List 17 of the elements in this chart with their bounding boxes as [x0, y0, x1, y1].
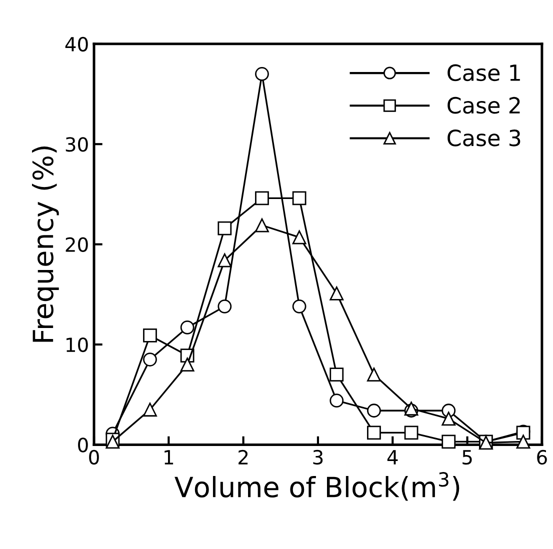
y-tick-label: 20: [66, 237, 88, 252]
y-tick-label: 0: [78, 438, 88, 452]
x-tick-label: 2: [238, 450, 248, 464]
y-tick-label: 10: [66, 337, 88, 352]
y-tick-label: 40: [65, 36, 88, 52]
x-tick-label: 6: [537, 450, 547, 465]
legend-label: Case 1: [448, 64, 520, 82]
legend-label: Case 3: [448, 130, 520, 146]
x-tick-label: 1: [164, 450, 174, 464]
x-tick-label: 0: [89, 450, 99, 465]
legend-label: Case 2: [448, 96, 520, 114]
x-tick-label: 4: [387, 450, 398, 464]
x-tick-label: 5: [462, 450, 472, 465]
x-axis-title: Volume of Block(m$^{3}$): [174, 472, 460, 501]
y-tick-label: 30: [66, 137, 88, 152]
x-tick-label: 3: [313, 450, 323, 465]
y-axis-title: Frequency (%): [32, 146, 59, 342]
